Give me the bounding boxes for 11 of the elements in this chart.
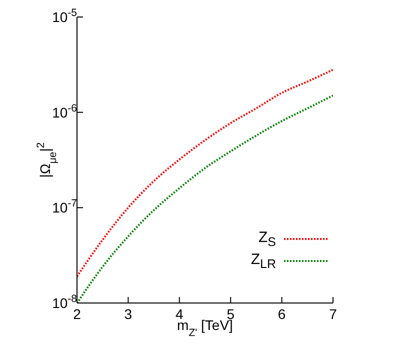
x-tick-label: 6 (278, 306, 286, 322)
legend-label: Z$_{S}$ (258, 229, 276, 249)
x-tick-label: 2 (73, 306, 82, 322)
legend-label: Z$_{LR}$ (250, 251, 276, 271)
line-series (77, 68, 333, 278)
y-tick-label: 10$^{-7}$ (52, 198, 78, 216)
y-tick-label: 10$^{-5}$ (52, 7, 78, 25)
y-tick-label: 10$^{-6}$ (52, 102, 78, 120)
x-tick-label: 3 (124, 306, 132, 322)
x-tick-label: 7 (329, 306, 338, 322)
x-tick-label: 4 (176, 306, 184, 322)
